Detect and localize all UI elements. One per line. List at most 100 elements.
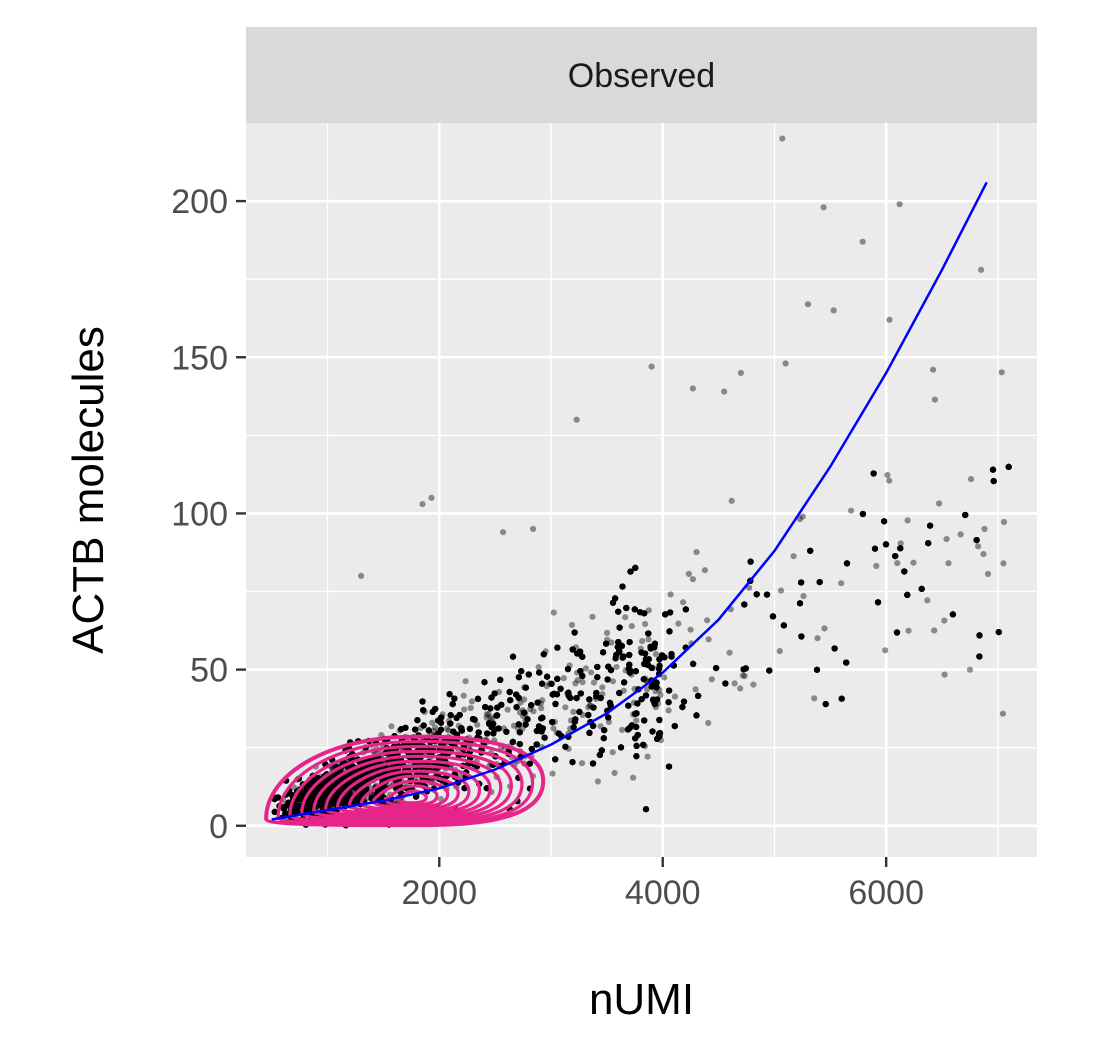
data-point: [305, 783, 312, 790]
data-point: [332, 793, 339, 800]
data-point: [1005, 463, 1012, 470]
data-point: [626, 724, 633, 732]
data-point: [631, 606, 638, 613]
data-point: [807, 547, 814, 554]
data-point: [272, 794, 279, 801]
data-point: [318, 800, 325, 808]
data-point: [931, 627, 938, 634]
data-point: [626, 651, 633, 659]
data-point: [521, 684, 528, 691]
data-point: [567, 717, 575, 724]
data-point: [616, 648, 623, 656]
data-point: [565, 689, 572, 696]
data-point: [560, 675, 567, 682]
data-point: [446, 691, 453, 698]
data-point: [358, 790, 365, 798]
data-point: [495, 725, 502, 732]
data-point: [439, 711, 446, 718]
data-point: [587, 702, 595, 710]
data-point: [293, 805, 300, 812]
data-point: [271, 808, 278, 816]
data-point: [494, 704, 501, 711]
data-point: [332, 794, 339, 801]
data-point: [303, 786, 310, 794]
data-point: [312, 789, 319, 796]
data-point: [594, 778, 602, 785]
data-point: [796, 600, 804, 607]
data-point: [582, 665, 590, 672]
data-point: [525, 671, 532, 678]
data-point: [941, 617, 948, 624]
data-point: [458, 725, 465, 732]
data-point: [333, 792, 340, 799]
data-point: [307, 803, 314, 810]
data-point: [622, 614, 629, 621]
data-point: [750, 681, 757, 688]
data-point: [737, 685, 744, 692]
data-point: [628, 623, 635, 630]
data-point: [667, 591, 674, 598]
data-point: [291, 784, 298, 791]
data-point: [634, 731, 641, 739]
data-point: [557, 685, 564, 692]
data-point: [579, 672, 586, 680]
data-point: [571, 629, 578, 636]
data-point: [483, 711, 490, 718]
data-point: [550, 725, 557, 732]
data-point: [504, 706, 511, 713]
data-point: [541, 734, 548, 741]
data-point: [569, 646, 576, 653]
data-point: [432, 724, 439, 731]
data-point: [740, 666, 747, 673]
data-point: [905, 627, 912, 634]
data-point: [339, 799, 346, 806]
data-point: [353, 795, 361, 802]
data-point: [910, 559, 917, 566]
data-point: [497, 676, 504, 684]
data-point: [848, 507, 855, 514]
data-point: [654, 735, 661, 743]
data-point: [336, 789, 343, 796]
data-point: [945, 560, 952, 567]
data-point: [514, 725, 521, 732]
data-point: [816, 579, 823, 586]
data-point: [647, 645, 654, 652]
data-point: [799, 513, 806, 520]
data-point: [661, 654, 668, 661]
data-point: [572, 680, 579, 687]
data-point: [461, 785, 468, 792]
data-point: [530, 708, 537, 715]
data-point: [662, 611, 669, 618]
data-point: [353, 798, 360, 805]
data-point: [645, 636, 652, 643]
data-point: [589, 760, 597, 767]
data-point: [665, 707, 672, 714]
data-point: [542, 648, 549, 655]
data-point: [693, 549, 700, 556]
data-point: [769, 613, 777, 620]
data-point: [609, 749, 616, 756]
data-point: [299, 791, 306, 798]
data-point: [975, 543, 982, 550]
data-point: [589, 613, 596, 620]
data-point: [553, 729, 560, 736]
data-point: [438, 714, 445, 721]
data-point: [323, 791, 330, 798]
data-point: [705, 636, 712, 643]
data-point: [449, 701, 456, 708]
data-point: [519, 707, 526, 714]
data-point: [671, 723, 678, 730]
data-point: [509, 653, 517, 660]
data-point: [656, 686, 663, 694]
data-point: [322, 792, 329, 799]
data-point: [652, 651, 660, 658]
data-point: [516, 741, 523, 748]
data-point: [838, 580, 845, 587]
data-point: [924, 597, 931, 604]
data-point: [644, 686, 651, 693]
data-point: [741, 672, 748, 680]
data-point: [533, 741, 540, 748]
data-point: [296, 793, 303, 800]
data-point: [488, 724, 495, 731]
data-point: [685, 570, 693, 578]
